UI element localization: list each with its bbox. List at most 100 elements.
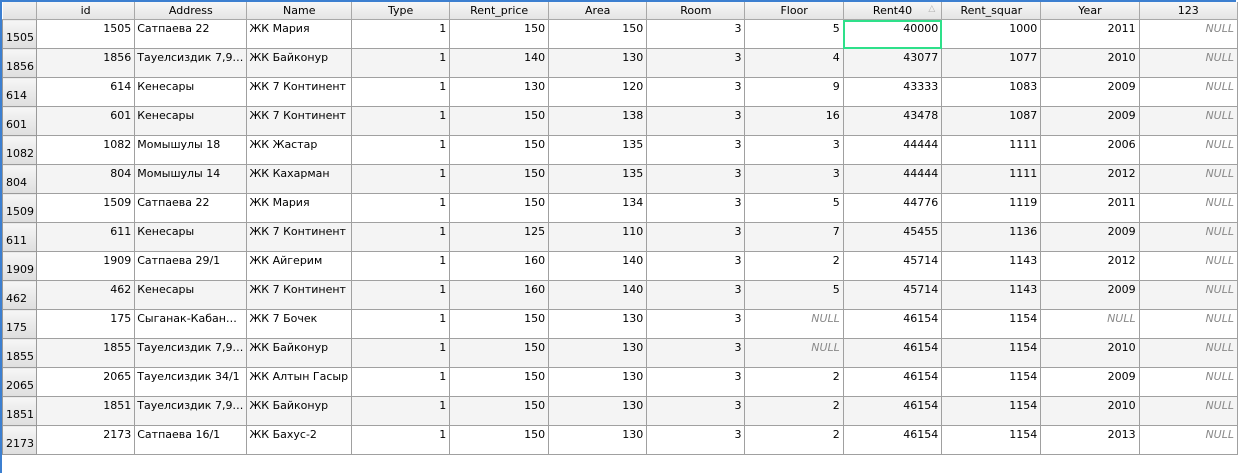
cell-name[interactable]: ЖК 7 Континент xyxy=(246,106,353,136)
row-header[interactable]: 462 xyxy=(2,280,37,310)
cell-year[interactable]: NULL xyxy=(1040,309,1140,339)
cell-rent_squar[interactable]: 1154 xyxy=(941,338,1042,368)
cell-type[interactable]: 1 xyxy=(351,280,451,310)
cell-id[interactable]: 601 xyxy=(36,106,136,136)
table-row[interactable]: 462 462 Кенесары ЖК 7 Континент 1 160 140 3 5 457… xyxy=(2,280,1238,310)
cell-year[interactable]: 2011 xyxy=(1040,19,1140,49)
cell-floor[interactable]: 5 xyxy=(744,193,844,223)
row-header[interactable]: 614 xyxy=(2,77,37,107)
cell-id[interactable]: 1509 xyxy=(36,193,136,223)
cell-rent_price[interactable]: 150 xyxy=(449,309,550,339)
cell-address[interactable]: Сыганак-Кабан… xyxy=(134,309,248,339)
cell-rent40[interactable]: 44444 xyxy=(843,164,943,194)
cell-123[interactable]: NULL xyxy=(1139,251,1238,281)
sort-ascending-icon[interactable]: △ xyxy=(928,4,936,14)
row-header[interactable]: 1855 xyxy=(2,338,37,368)
cell-year[interactable]: 2013 xyxy=(1040,425,1140,455)
cell-rent_price[interactable]: 130 xyxy=(449,77,550,107)
cell-name[interactable]: ЖК Жастар xyxy=(246,135,353,165)
cell-123[interactable]: NULL xyxy=(1139,193,1238,223)
column-header-rent_price[interactable]: Rent_price xyxy=(449,2,550,20)
cell-address[interactable]: Кенесары xyxy=(134,280,248,310)
cell-floor[interactable]: NULL xyxy=(744,338,844,368)
cell-rent_price[interactable]: 150 xyxy=(449,338,550,368)
cell-room[interactable]: 3 xyxy=(646,106,746,136)
cell-floor[interactable]: 9 xyxy=(744,77,844,107)
cell-year[interactable]: 2011 xyxy=(1040,193,1140,223)
cell-area[interactable]: 130 xyxy=(548,367,648,397)
cell-id[interactable]: 462 xyxy=(36,280,136,310)
cell-rent_squar[interactable]: 1087 xyxy=(941,106,1042,136)
cell-type[interactable]: 1 xyxy=(351,77,451,107)
cell-year[interactable]: 2012 xyxy=(1040,164,1140,194)
cell-room[interactable]: 3 xyxy=(646,425,746,455)
cell-name[interactable]: ЖК Алтын Гасыр xyxy=(246,367,353,397)
cell-address[interactable]: Кенесары xyxy=(134,106,248,136)
cell-123[interactable]: NULL xyxy=(1139,280,1238,310)
cell-area[interactable]: 130 xyxy=(548,425,648,455)
cell-123[interactable]: NULL xyxy=(1139,309,1238,339)
cell-name[interactable]: ЖК Мария xyxy=(246,19,353,49)
cell-floor[interactable]: 4 xyxy=(744,48,844,78)
cell-floor[interactable]: NULL xyxy=(744,309,844,339)
cell-rent_squar[interactable]: 1111 xyxy=(941,135,1042,165)
row-header[interactable]: 611 xyxy=(2,222,37,252)
cell-rent_price[interactable]: 150 xyxy=(449,135,550,165)
cell-rent_squar[interactable]: 1136 xyxy=(941,222,1042,252)
column-header-type[interactable]: Type xyxy=(351,2,451,20)
cell-type[interactable]: 1 xyxy=(351,48,451,78)
table-row[interactable]: 1509 1509 Сатпаева 22 ЖК Мария 1 150 134 3 5 4477… xyxy=(2,193,1238,223)
cell-room[interactable]: 3 xyxy=(646,48,746,78)
cell-rent40[interactable]: 44444 xyxy=(843,135,943,165)
cell-name[interactable]: ЖК Мария xyxy=(246,193,353,223)
cell-address[interactable]: Тауелсиздик 7,9… xyxy=(134,338,248,368)
table-row[interactable]: 2173 2173 Сатпаева 16/1 ЖК Бахус-2 1 150 130 3 2… xyxy=(2,425,1238,455)
cell-name[interactable]: ЖК Кахарман xyxy=(246,164,353,194)
cell-id[interactable]: 804 xyxy=(36,164,136,194)
cell-123[interactable]: NULL xyxy=(1139,77,1238,107)
cell-id[interactable]: 1505 xyxy=(36,19,136,49)
cell-room[interactable]: 3 xyxy=(646,135,746,165)
cell-name[interactable]: ЖК Бахус-2 xyxy=(246,425,353,455)
row-header[interactable]: 601 xyxy=(2,106,37,136)
cell-room[interactable]: 3 xyxy=(646,193,746,223)
cell-area[interactable]: 135 xyxy=(548,135,648,165)
cell-name[interactable]: ЖК 7 Континент xyxy=(246,222,353,252)
row-header[interactable]: 1856 xyxy=(2,48,37,78)
cell-rent_squar[interactable]: 1154 xyxy=(941,425,1042,455)
table-row[interactable]: 614 614 Кенесары ЖК 7 Континент 1 130 120 3 9 433… xyxy=(2,77,1238,107)
cell-room[interactable]: 3 xyxy=(646,19,746,49)
row-header[interactable]: 1909 xyxy=(2,251,37,281)
column-header-123[interactable]: 123 xyxy=(1139,2,1238,20)
cell-floor[interactable]: 2 xyxy=(744,367,844,397)
column-header-rent_squar[interactable]: Rent_squar xyxy=(941,2,1042,20)
cell-area[interactable]: 140 xyxy=(548,280,648,310)
cell-rent_price[interactable]: 150 xyxy=(449,19,550,49)
cell-123[interactable]: NULL xyxy=(1139,19,1238,49)
cell-name[interactable]: ЖК Байконур xyxy=(246,338,353,368)
cell-rent_squar[interactable]: 1000 xyxy=(941,19,1042,49)
cell-area[interactable]: 138 xyxy=(548,106,648,136)
column-header-floor[interactable]: Floor xyxy=(744,2,844,20)
cell-rent_price[interactable]: 125 xyxy=(449,222,550,252)
cell-rent_squar[interactable]: 1111 xyxy=(941,164,1042,194)
cell-id[interactable]: 1851 xyxy=(36,396,136,426)
cell-floor[interactable]: 5 xyxy=(744,280,844,310)
cell-type[interactable]: 1 xyxy=(351,396,451,426)
cell-area[interactable]: 135 xyxy=(548,164,648,194)
cell-rent_squar[interactable]: 1154 xyxy=(941,396,1042,426)
cell-address[interactable]: Сатпаева 16/1 xyxy=(134,425,248,455)
cell-room[interactable]: 3 xyxy=(646,280,746,310)
cell-rent_squar[interactable]: 1143 xyxy=(941,280,1042,310)
cell-rent_squar[interactable]: 1143 xyxy=(941,251,1042,281)
cell-rent40[interactable]: 43478 xyxy=(843,106,943,136)
cell-area[interactable]: 134 xyxy=(548,193,648,223)
cell-rent40[interactable]: 46154 xyxy=(843,396,943,426)
cell-address[interactable]: Момышулы 18 xyxy=(134,135,248,165)
cell-name[interactable]: ЖК Байконур xyxy=(246,48,353,78)
cell-rent_price[interactable]: 150 xyxy=(449,425,550,455)
cell-year[interactable]: 2009 xyxy=(1040,280,1140,310)
cell-year[interactable]: 2010 xyxy=(1040,338,1140,368)
cell-area[interactable]: 120 xyxy=(548,77,648,107)
table-row[interactable]: 611 611 Кенесары ЖК 7 Континент 1 125 110 3 7 454… xyxy=(2,222,1238,252)
